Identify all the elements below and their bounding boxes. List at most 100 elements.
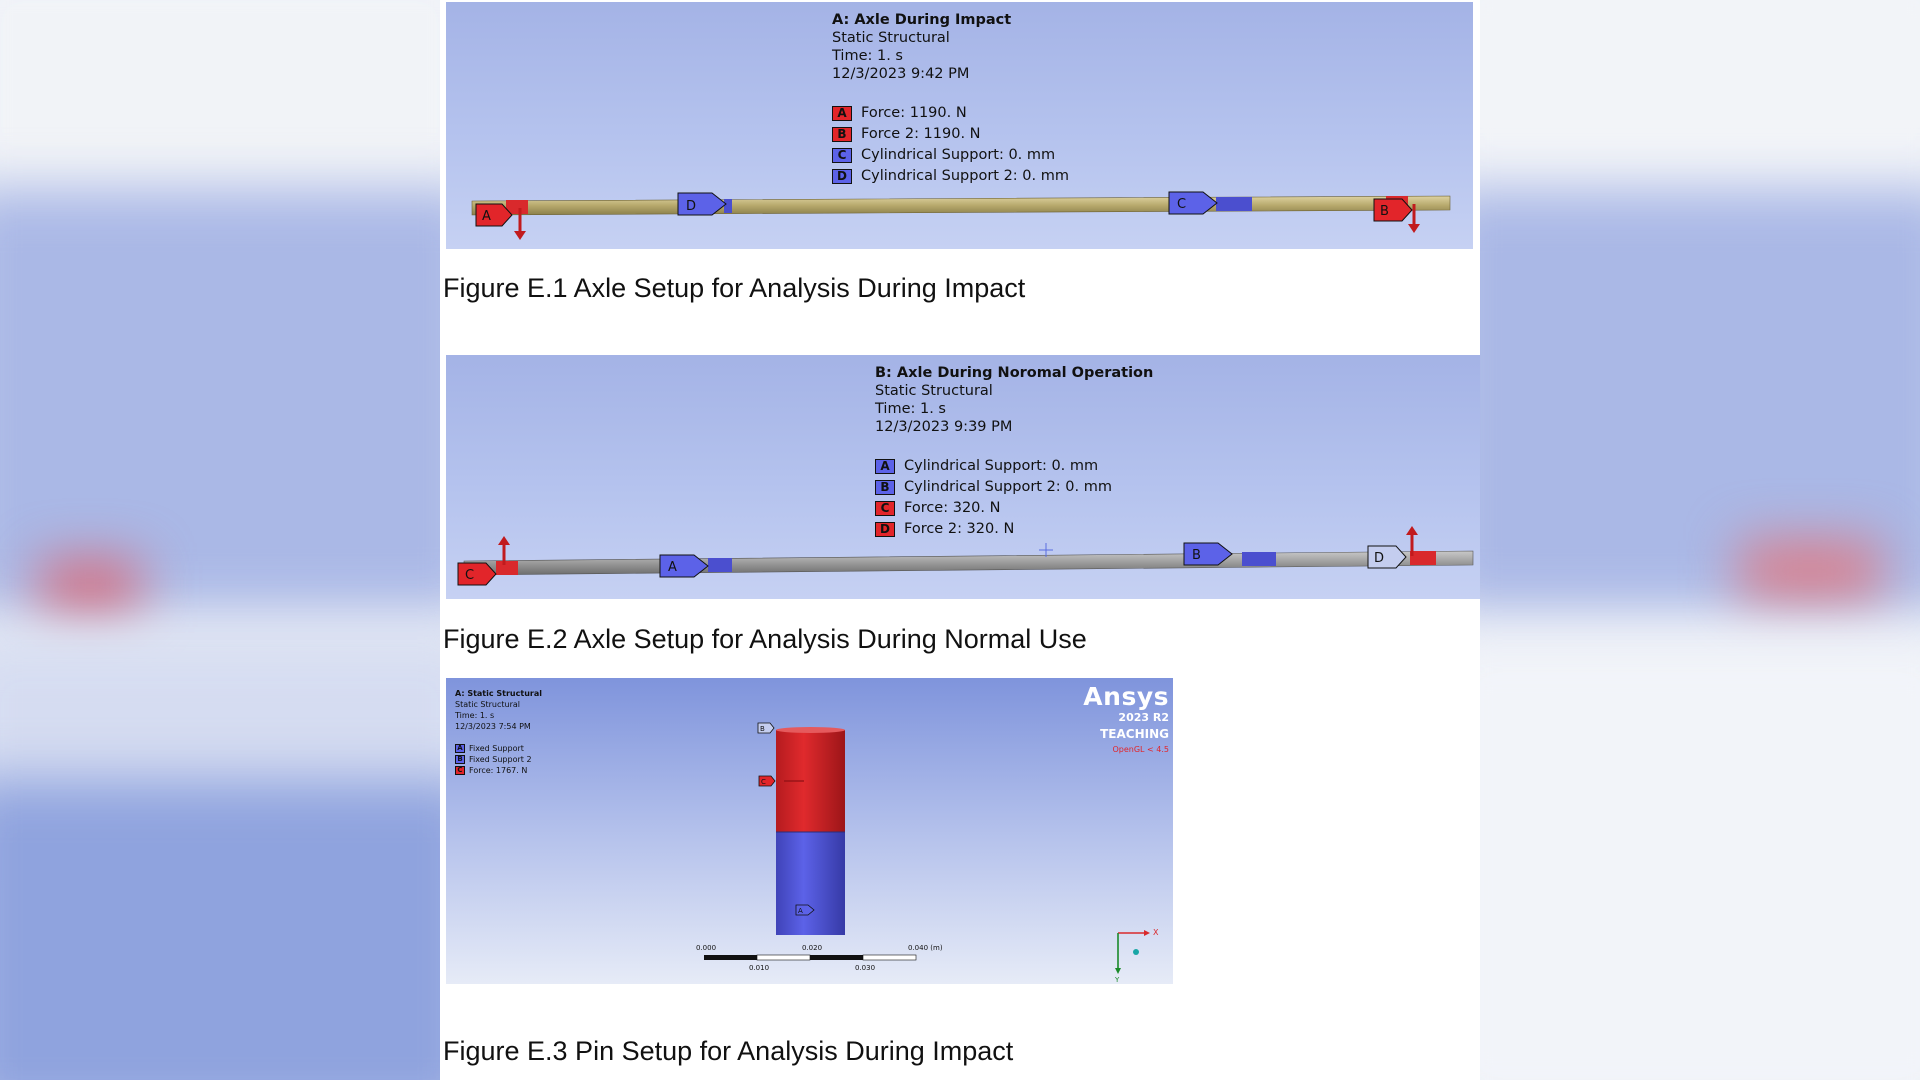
brand-name: Ansys <box>1083 682 1169 711</box>
figure3-title: A: Static Structural <box>455 689 542 698</box>
legend-color-box: A <box>455 744 465 753</box>
legend-label: Force 2: 320. N <box>904 521 1015 537</box>
tag-a: A <box>795 904 815 916</box>
svg-text:A: A <box>798 907 803 915</box>
legend-label: Force: 320. N <box>904 500 1001 516</box>
svg-text:B: B <box>760 725 765 733</box>
tag-d: D <box>1367 545 1407 569</box>
tag-b: B <box>757 722 775 734</box>
tag-b: B <box>1373 198 1413 222</box>
figure1-legend-item: A Force: 1190. N <box>832 104 1069 122</box>
figure1-model: A D C B <box>471 191 1451 240</box>
svg-text:A: A <box>668 560 677 575</box>
svg-text:A: A <box>482 209 491 224</box>
svg-text:C: C <box>761 778 766 786</box>
background-right <box>1480 0 1920 1080</box>
svg-text:D: D <box>1374 551 1384 566</box>
figure2-date: 12/3/2023 9:39 PM <box>875 419 1013 435</box>
legend-label: Cylindrical Support: 0. mm <box>904 458 1099 474</box>
svg-text:B: B <box>1192 548 1201 563</box>
support-d-segment <box>724 199 732 213</box>
document-page: A: Axle During Impact Static Structural … <box>440 0 1480 1080</box>
legend-color-box: D <box>832 168 852 184</box>
figure1-analysis: Static Structural <box>832 30 950 46</box>
tag-c: C <box>758 775 776 787</box>
svg-text:0.040 (m): 0.040 (m) <box>908 944 943 952</box>
tag-a: A <box>659 554 709 578</box>
legend-label: Fixed Support <box>469 744 524 753</box>
support-b-segment <box>1242 552 1276 566</box>
figure3-legend-item: B Fixed Support 2 <box>455 754 542 765</box>
figure1-title: A: Axle During Impact <box>832 12 1012 28</box>
figure2-legend-item: C Force: 320. N <box>875 499 1153 517</box>
force-a-end <box>506 200 528 214</box>
svg-text:B: B <box>1380 204 1389 219</box>
figure2-caption: Figure E.2 Axle Setup for Analysis Durin… <box>443 624 1087 654</box>
svg-text:C: C <box>1177 197 1186 212</box>
axle-rod <box>463 550 1474 576</box>
legend-color-box: C <box>455 766 465 775</box>
figure1-legend-item: C Cylindrical Support: 0. mm <box>832 146 1069 164</box>
opengl-warning: OpenGL < 4.5 <box>1112 745 1169 754</box>
force-c-arrow <box>498 536 510 565</box>
figure1-date: 12/3/2023 9:42 PM <box>832 66 970 82</box>
svg-text:D: D <box>686 199 696 214</box>
legend-label: Cylindrical Support 2: 0. mm <box>861 168 1069 184</box>
svg-text:0.030: 0.030 <box>855 964 875 972</box>
figure3-legend-item: A Fixed Support <box>455 743 542 754</box>
tag-b: B <box>1183 542 1233 566</box>
legend-color-box: A <box>832 105 852 121</box>
force-c-end <box>496 561 518 575</box>
legend-color-box: C <box>875 500 895 516</box>
figure1-legend-item: D Cylindrical Support 2: 0. mm <box>832 167 1069 185</box>
figure2-title: B: Axle During Noromal Operation <box>875 365 1154 381</box>
tag-a: A <box>475 203 513 227</box>
force-b-arrow <box>1408 204 1420 233</box>
legend-color-box: B <box>875 479 895 495</box>
legend-label: Force: 1190. N <box>861 105 967 121</box>
legend-color-box: C <box>832 147 852 163</box>
legend-color-box: A <box>875 458 895 474</box>
svg-text:0.010: 0.010 <box>749 964 769 972</box>
force-a-arrow <box>514 208 526 240</box>
figure2-legend-item: A Cylindrical Support: 0. mm <box>875 457 1153 475</box>
tag-d: D <box>677 192 727 216</box>
background-left <box>0 0 440 1080</box>
figure2-viewport: B: Axle During Noromal Operation Static … <box>446 355 1480 599</box>
ansys-logo: Ansys 2023 R2 TEACHING OpenGL < 4.5 <box>1083 682 1169 754</box>
small-cross <box>1039 543 1053 557</box>
legend-label: Force 2: 1190. N <box>861 126 981 142</box>
legend-color-box: D <box>875 521 895 537</box>
figure3-date: 12/3/2023 7:54 PM <box>455 722 531 731</box>
legend-label: Cylindrical Support: 0. mm <box>861 147 1056 163</box>
tag-c: C <box>1168 191 1218 215</box>
figure1-caption: Figure E.1 Axle Setup for Analysis Durin… <box>443 273 1026 303</box>
svg-text:X: X <box>1153 928 1159 937</box>
pin-blue-section <box>776 832 845 935</box>
svg-text:C: C <box>465 568 474 583</box>
legend-color-box: B <box>832 126 852 142</box>
figure1-legend: A: Axle During Impact Static Structural … <box>832 11 1069 185</box>
figure1-time: Time: 1. s <box>832 48 903 64</box>
force-d-arrow <box>1406 526 1418 556</box>
support-a-segment <box>708 558 732 572</box>
legend-label: Fixed Support 2 <box>469 755 532 764</box>
legend-label: Force: 1767. N <box>469 766 528 775</box>
figure2-time: Time: 1. s <box>875 401 946 417</box>
force-d-end <box>1410 551 1436 565</box>
svg-text:0.020: 0.020 <box>802 944 822 952</box>
figure1-legend-item: B Force 2: 1190. N <box>832 125 1069 143</box>
figure3-model: B C A 0.000 0.010 0.020 0.030 0.040 (m) <box>696 722 1159 984</box>
figure3-legend: A: Static Structural Static Structural T… <box>455 688 542 776</box>
figure3-viewport: A: Static Structural Static Structural T… <box>446 678 1173 984</box>
figure2-legend-item: D Force 2: 320. N <box>875 520 1153 538</box>
legend-color-box: B <box>455 755 465 764</box>
legend-label: Cylindrical Support 2: 0. mm <box>904 479 1112 495</box>
axis-triad: X Y <box>1114 928 1159 984</box>
figure1-viewport: A: Axle During Impact Static Structural … <box>446 2 1473 249</box>
svg-text:0.000: 0.000 <box>696 944 716 952</box>
figure2-legend-item: B Cylindrical Support 2: 0. mm <box>875 478 1153 496</box>
figure2-legend: B: Axle During Noromal Operation Static … <box>875 364 1153 538</box>
support-c-segment <box>1216 197 1252 211</box>
figure3-analysis: Static Structural <box>455 700 521 709</box>
